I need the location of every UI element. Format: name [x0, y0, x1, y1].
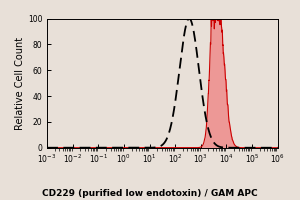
Text: CD229 (purified low endotoxin) / GAM APC: CD229 (purified low endotoxin) / GAM APC — [42, 189, 258, 198]
Y-axis label: Relative Cell Count: Relative Cell Count — [15, 37, 25, 130]
